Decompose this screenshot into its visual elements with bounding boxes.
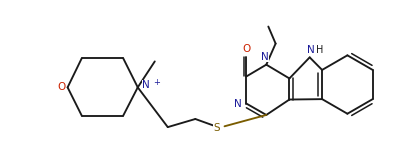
Text: H: H: [316, 46, 323, 55]
Text: N: N: [308, 46, 315, 55]
Text: N: N: [234, 99, 242, 109]
Text: O: O: [242, 44, 251, 54]
Text: N: N: [142, 80, 150, 90]
Text: +: +: [153, 78, 160, 87]
Text: O: O: [57, 82, 65, 92]
Text: N: N: [261, 51, 269, 62]
Text: S: S: [213, 123, 220, 133]
